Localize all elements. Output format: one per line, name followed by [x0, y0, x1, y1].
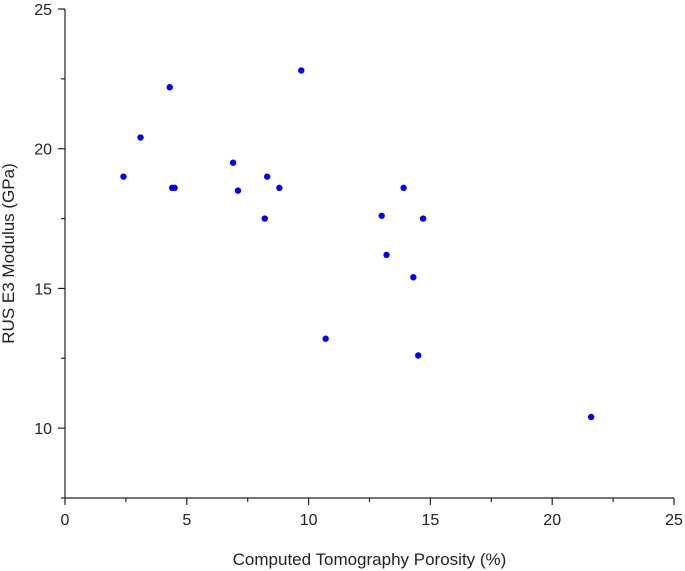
data-point [171, 184, 178, 192]
data-point [229, 159, 237, 166]
x-axis-title: Computed Tomography Porosity (%) [233, 550, 507, 569]
y-tick-label: 20 [34, 142, 52, 159]
data-point [587, 413, 595, 421]
y-ticks: 10 15 20 25 [34, 2, 65, 499]
data-point [298, 67, 305, 74]
data-point [276, 184, 283, 192]
data-points [120, 67, 595, 421]
data-point [137, 134, 144, 141]
x-tick-label: 10 [300, 512, 318, 529]
y-tick-label: 10 [34, 421, 52, 438]
y-tick-label: 15 [34, 281, 52, 298]
data-point [166, 84, 173, 91]
data-point [261, 215, 268, 222]
x-tick-label: 25 [665, 512, 683, 529]
axes [64, 9, 674, 499]
x-tick-label: 15 [422, 512, 440, 529]
data-point [415, 352, 422, 359]
data-point [410, 274, 417, 281]
data-point [419, 215, 427, 222]
x-tick-label: 5 [182, 512, 191, 529]
x-tick-label: 20 [543, 512, 561, 529]
data-point [120, 173, 127, 180]
data-point [263, 173, 271, 180]
data-point [378, 212, 385, 219]
y-tick-label: 25 [34, 2, 52, 19]
data-point [322, 335, 329, 342]
y-axis-title: RUS E3 Modulus (GPa) [0, 163, 18, 343]
data-point [400, 184, 407, 192]
x-ticks: 0 5 10 15 20 25 [61, 498, 683, 529]
x-tick-label: 0 [61, 512, 70, 529]
data-point [234, 187, 242, 194]
data-point [383, 251, 390, 259]
